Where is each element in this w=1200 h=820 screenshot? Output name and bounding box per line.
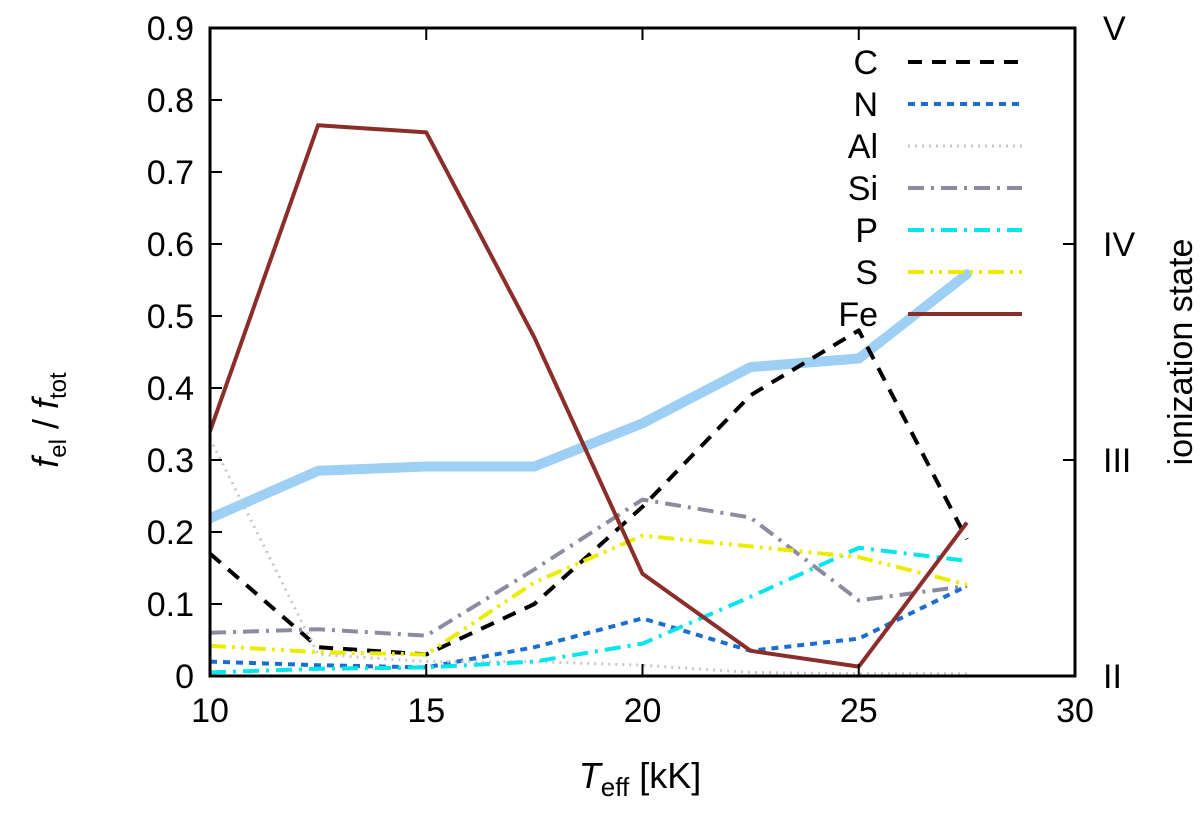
- y-tick-label: 0.1: [147, 586, 194, 624]
- y-title-num-sub: el: [45, 439, 72, 458]
- legend-label-s: S: [855, 254, 878, 292]
- series-line-n: [210, 584, 968, 670]
- x-title-unit: [kK]: [629, 755, 701, 796]
- plot-area: [210, 123, 972, 676]
- y-tick-label: 0.3: [147, 442, 194, 480]
- y-tick-label: 0.9: [147, 10, 194, 48]
- y-title-den-sub: tot: [45, 372, 72, 399]
- x-tick-label: 25: [840, 692, 878, 730]
- series-line-ionization-state: [210, 269, 972, 524]
- y2-tick-label: II: [1103, 658, 1122, 696]
- y2-axis-title: ionization state: [1162, 239, 1200, 466]
- x-title-sub: eff: [601, 772, 630, 802]
- legend-label-p: P: [855, 212, 878, 250]
- x-tick-label: 30: [1056, 692, 1094, 730]
- y-axis-title: fel / ftot: [25, 372, 72, 468]
- y-tick-label: 0.4: [147, 370, 194, 408]
- legend: CN Al Si PS Fe: [838, 44, 1022, 334]
- y-title-sep: /: [25, 409, 66, 439]
- series-line-s: [210, 533, 968, 657]
- legend-label-al: Al: [848, 128, 878, 166]
- y2-tick-label: V: [1103, 10, 1126, 48]
- y-tick-label: 0.2: [147, 514, 194, 552]
- ticks: 10 15 20 25 30 0 0.1 0.2 0.3 0.4 0.5 0.6 0.7 0.8 0.9 II…: [147, 10, 1136, 730]
- series-line-al: [210, 437, 967, 676]
- legend-label-fe: Fe: [838, 296, 878, 334]
- y-tick-label: 0.6: [147, 226, 194, 264]
- legend-label-n: N: [853, 86, 878, 124]
- y-tick-label: 0: [175, 658, 194, 696]
- y2-tick-label: IV: [1103, 226, 1135, 264]
- y-tick-label: 0.5: [147, 298, 194, 336]
- x-tick-label: 15: [407, 692, 445, 730]
- x-axis-title: Teff [kK]: [579, 755, 701, 802]
- legend-label-c: C: [853, 44, 878, 82]
- x-tick-label: 10: [191, 692, 229, 730]
- x-title-main: T: [579, 755, 604, 796]
- y-tick-label: 0.8: [147, 82, 194, 120]
- y-tick-label: 0.7: [147, 154, 194, 192]
- series-line-fe: [210, 123, 969, 669]
- x-tick-label: 20: [624, 692, 662, 730]
- series-line-c: [210, 328, 969, 657]
- series-line-si: [210, 497, 968, 638]
- y2-tick-label: III: [1103, 442, 1131, 480]
- legend-label-si: Si: [848, 170, 878, 208]
